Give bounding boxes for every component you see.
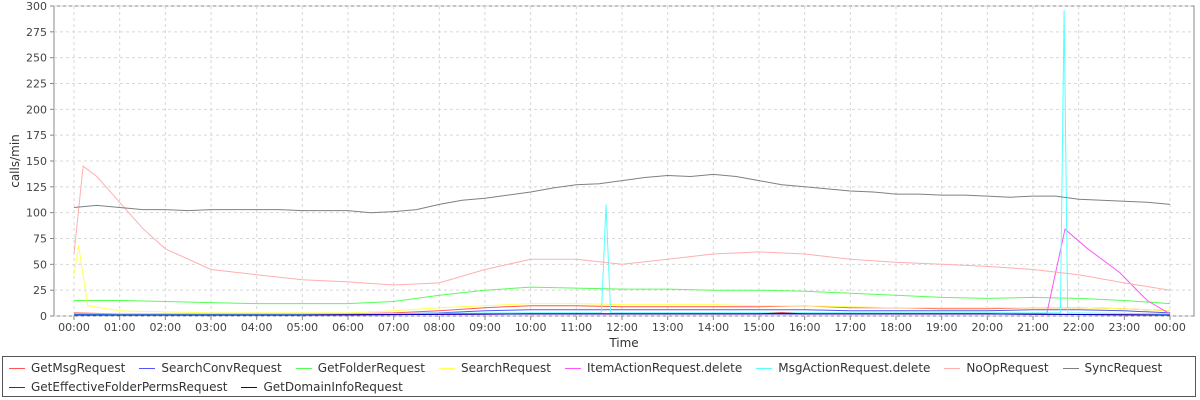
x-tick-label: 02:00 xyxy=(149,321,181,334)
legend-item: GetMsgRequest xyxy=(9,361,125,375)
series-line-7 xyxy=(73,173,1171,214)
x-tick-label: 04:00 xyxy=(241,321,273,334)
y-tick-label: 25 xyxy=(33,284,47,297)
legend-label: GetEffectiveFolderPermsRequest xyxy=(31,380,228,394)
x-tick-label: 22:00 xyxy=(1063,321,1095,334)
x-tick-label: 07:00 xyxy=(378,321,410,334)
y-tick-label: 125 xyxy=(26,181,47,194)
y-tick-label: 0 xyxy=(40,310,47,323)
x-tick-label: 00:00 xyxy=(58,321,90,334)
legend-label: SyncRequest xyxy=(1084,361,1163,375)
grid xyxy=(54,5,1194,317)
series-layer xyxy=(73,10,1171,316)
legend-swatch xyxy=(9,367,25,369)
y-tick-label: 275 xyxy=(26,26,47,39)
series-line-9 xyxy=(74,313,1171,316)
legend-label: GetFolderRequest xyxy=(317,361,425,375)
series-line-2 xyxy=(74,286,1171,305)
y-tick-label: 75 xyxy=(33,233,47,246)
x-tick-label: 17:00 xyxy=(834,321,866,334)
x-tick-label: 11:00 xyxy=(560,321,592,334)
legend-swatch xyxy=(1062,367,1079,369)
y-tick-label: 150 xyxy=(26,155,47,168)
legend-row: GetMsgRequest SearchConvRequest GetFolderR… xyxy=(3,358,1170,378)
x-tick-label: 03:00 xyxy=(195,321,227,334)
x-tick-label: 09:00 xyxy=(469,321,501,334)
legend-swatch xyxy=(241,386,258,388)
x-tick-label: 20:00 xyxy=(971,321,1003,334)
x-tick-label: 19:00 xyxy=(926,321,958,334)
x-tick-label: 01:00 xyxy=(104,321,136,334)
x-tick-label: 06:00 xyxy=(332,321,364,334)
y-tick-label: 175 xyxy=(26,129,47,142)
y-tick-label: 100 xyxy=(26,207,47,220)
legend-label: GetDomainInfoRequest xyxy=(263,380,403,394)
legend-swatch xyxy=(564,367,581,369)
legend-swatch xyxy=(139,367,156,369)
x-tick-label: 21:00 xyxy=(1017,321,1049,334)
series-line-5 xyxy=(74,10,1171,315)
legend-item: ItemActionRequest.delete xyxy=(564,361,743,375)
legend-item: SearchConvRequest xyxy=(139,361,282,375)
x-axis-label: Time xyxy=(608,336,638,350)
legend-row: GetEffectiveFolderPermsRequest GetDomainI… xyxy=(3,377,411,397)
x-tick-label: 16:00 xyxy=(789,321,821,334)
series-line-3 xyxy=(73,245,1171,314)
legend-item: GetEffectiveFolderPermsRequest xyxy=(9,380,227,394)
series-line-6 xyxy=(73,165,1171,291)
legend-label: GetMsgRequest xyxy=(31,361,126,375)
chart: 0 25 50 75 100 125 150 175 200 225 250 275 300 00:00… xyxy=(8,0,1195,350)
legend-label: ItemActionRequest.delete xyxy=(586,361,743,375)
x-tick-label: 15:00 xyxy=(743,321,775,334)
y-tick-label: 225 xyxy=(26,78,47,91)
legend-item: MsgActionRequest.delete xyxy=(756,361,930,375)
x-tick-label: 23:00 xyxy=(1108,321,1140,334)
y-tick-label: 300 xyxy=(26,0,47,13)
x-tick-label: 12:00 xyxy=(606,321,638,334)
legend-label: SearchRequest xyxy=(460,361,551,375)
y-tick-label: 250 xyxy=(26,52,47,65)
legend-item: SyncRequest xyxy=(1062,361,1163,375)
x-tick-label: 10:00 xyxy=(515,321,547,334)
x-tick-label: 00:00 xyxy=(1154,321,1186,334)
y-tick-label: 50 xyxy=(33,258,47,271)
x-tick-label: 05:00 xyxy=(286,321,318,334)
y-axis: 0 25 50 75 100 125 150 175 200 225 250 275 300 xyxy=(26,0,54,323)
legend-swatch xyxy=(9,386,25,388)
legend-item: NoOpRequest xyxy=(944,361,1049,375)
x-axis: 00:00 01:00 02:00 03:00 04:00 05:00 06:00 07:00… xyxy=(58,316,1186,334)
legend-item: SearchRequest xyxy=(438,361,551,375)
legend-item: GetFolderRequest xyxy=(295,361,425,375)
x-tick-label: 18:00 xyxy=(880,321,912,334)
x-tick-label: 13:00 xyxy=(652,321,684,334)
legend-swatch xyxy=(295,367,312,369)
x-tick-label: 08:00 xyxy=(423,321,455,334)
legend-swatch xyxy=(438,367,455,369)
y-tick-label: 200 xyxy=(26,103,47,116)
legend: GetMsgRequest SearchConvRequest GetFolderR… xyxy=(2,356,1196,397)
legend-swatch xyxy=(944,367,961,369)
legend-label: MsgActionRequest.delete xyxy=(778,361,931,375)
legend-swatch xyxy=(756,367,773,369)
y-axis-label: calls/min xyxy=(8,134,22,188)
legend-item: GetDomainInfoRequest xyxy=(241,380,403,394)
x-tick-label: 14:00 xyxy=(697,321,729,334)
legend-label: NoOpRequest xyxy=(966,361,1049,375)
legend-label: SearchConvRequest xyxy=(161,361,282,375)
